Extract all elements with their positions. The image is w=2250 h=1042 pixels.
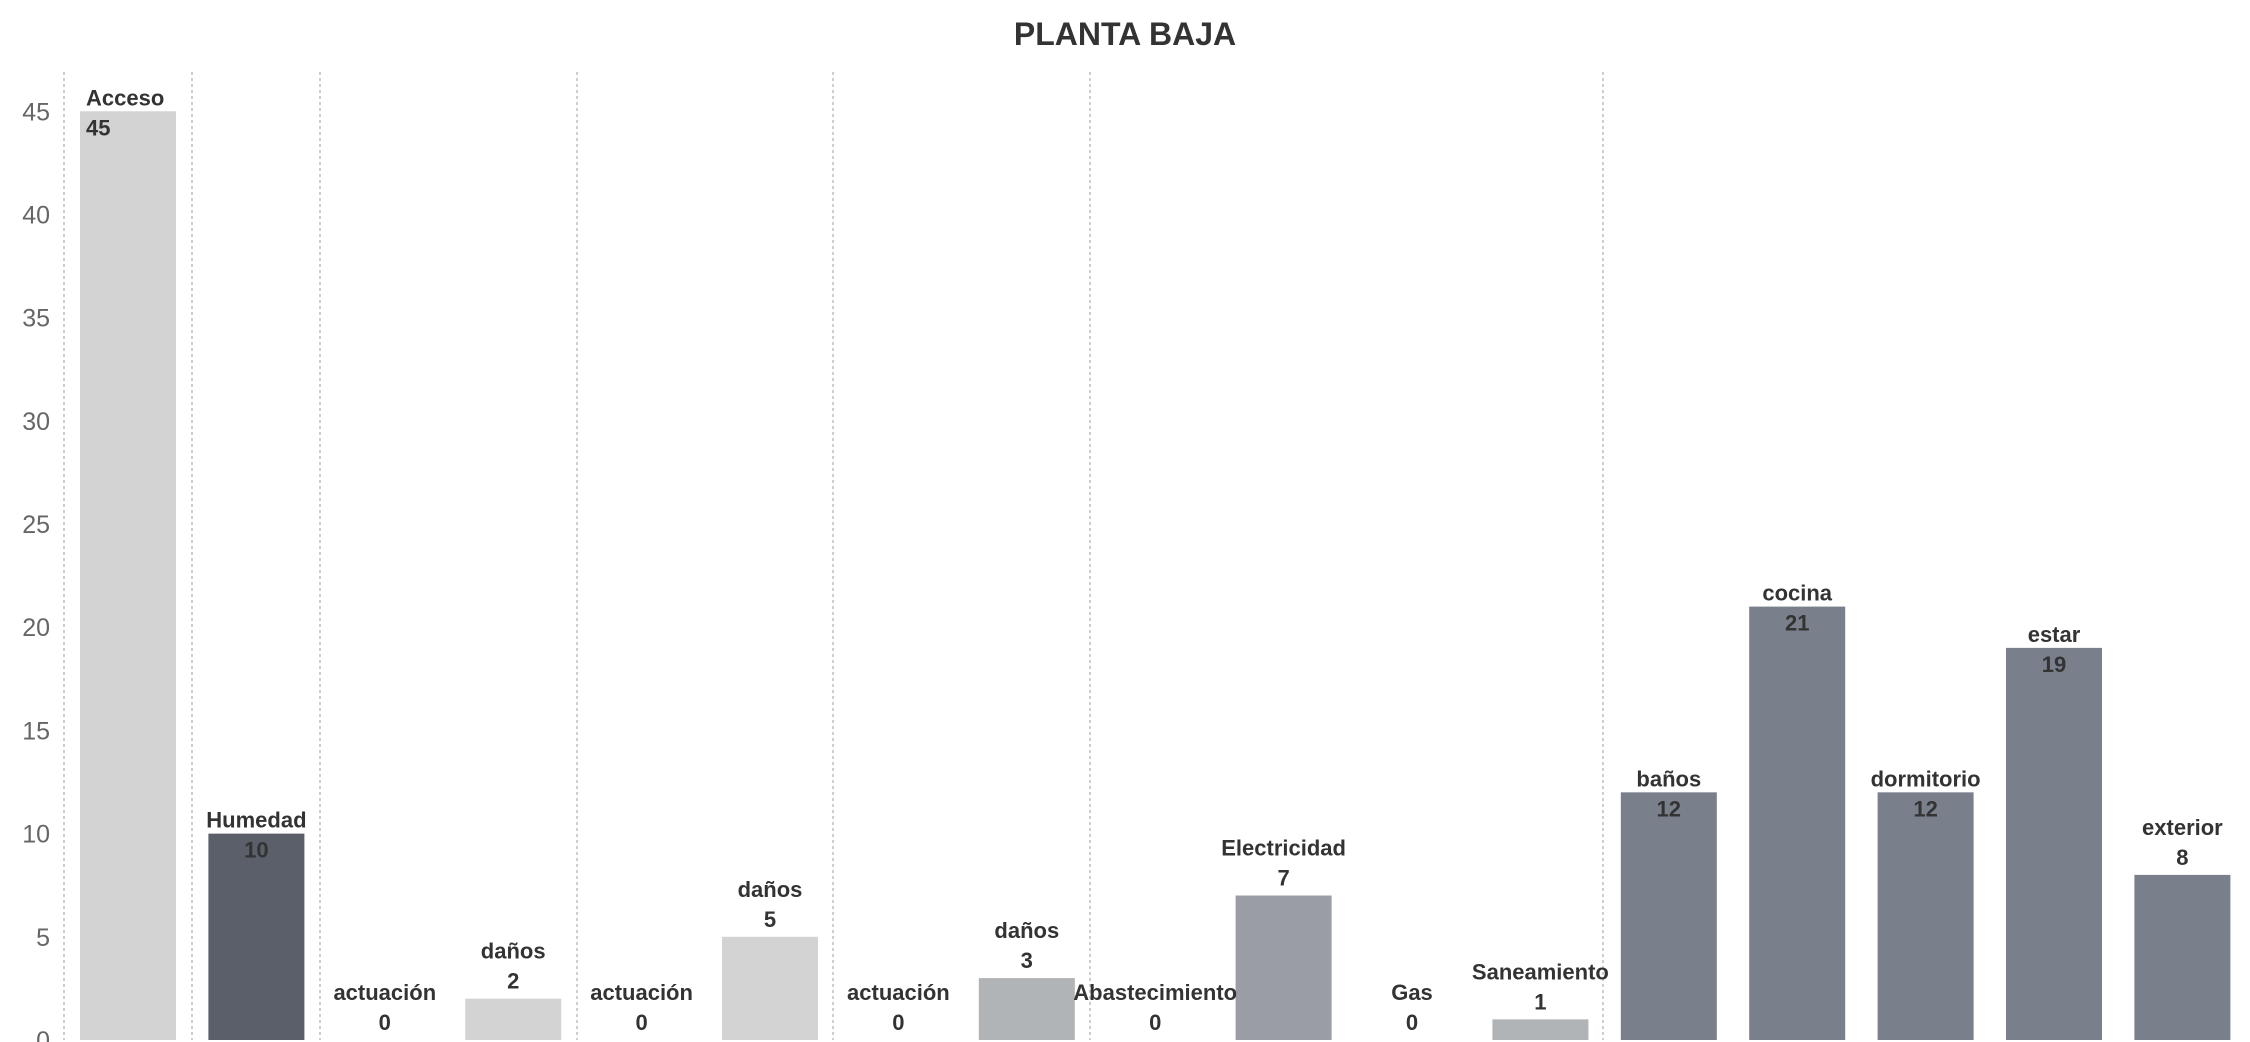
bar [2006,647,2102,1040]
y-tick-label: 45 [22,98,50,126]
y-tick-label: 40 [22,201,50,229]
bar-category-label: daños [481,939,546,964]
bar [978,978,1075,1040]
bar-category-label: Humedad [206,808,306,833]
bar-value-label: 3 [1021,948,1033,973]
y-tick-label: 15 [22,717,50,745]
bar-category-label: estar [2028,622,2081,647]
bar-category-label: dormitorio [1871,766,1981,791]
bar-value-label: 0 [1149,1010,1161,1035]
bars [80,111,2231,1040]
bar-category-label: actuación [590,980,693,1005]
bar-category-label: Gas [1391,980,1433,1005]
bar [1877,792,1974,1040]
bar [722,936,818,1040]
y-tick-label: 25 [22,511,50,539]
chart-title: PLANTA BAJA [1014,16,1236,52]
bar-category-label: actuación [847,980,950,1005]
bar-category-label: exterior [2142,815,2223,840]
bar-category-label: baños [1636,766,1701,791]
bar [80,111,176,1040]
bar-category-label: cocina [1762,581,1832,606]
bar-value-label: 2 [507,969,519,994]
bar-value-label: 0 [1406,1010,1418,1035]
y-tick-label: 0 [36,1027,50,1042]
bar-value-label: 0 [379,1010,391,1035]
y-tick-label: 10 [22,821,50,849]
bar [465,998,562,1040]
bar-category-label: Electricidad [1221,836,1346,861]
grid-lines [63,72,1604,1040]
y-tick-label: 5 [36,924,50,952]
bar [208,833,305,1040]
bar-value-label: 19 [2042,652,2066,677]
bar-value-label: 7 [1277,866,1289,891]
bar-value-label: 1 [1534,989,1546,1014]
y-tick-label: 30 [22,408,50,436]
bar-value-label: 10 [244,838,268,863]
bar-value-label: 45 [86,115,110,140]
bar-category-label: actuación [333,980,436,1005]
y-tick-label: 35 [22,305,50,333]
bar-category-label: Abastecimiento [1073,980,1237,1005]
bar-value-label: 21 [1785,611,1809,636]
y-tick-label: 20 [22,614,50,642]
bar-value-label: 0 [635,1010,647,1035]
bar-category-label: Saneamiento [1472,959,1609,984]
bar [1492,1019,1589,1040]
bar-category-label: daños [738,877,803,902]
bar [2134,874,2231,1040]
bar-value-label: 12 [1913,796,1937,821]
bar [1620,792,1717,1040]
y-axis: 0 5 10 15 20 25 30 35 40 45 [22,98,50,1042]
bar-category-label: Acceso [86,85,164,110]
bar [1749,606,1846,1040]
bar-category-label: daños [994,918,1059,943]
bar-value-label: 0 [892,1010,904,1035]
bar-value-label: 12 [1657,796,1681,821]
bar-value-label: 5 [764,907,776,932]
bar-value-label: 8 [2176,845,2188,870]
bar [1235,895,1332,1040]
